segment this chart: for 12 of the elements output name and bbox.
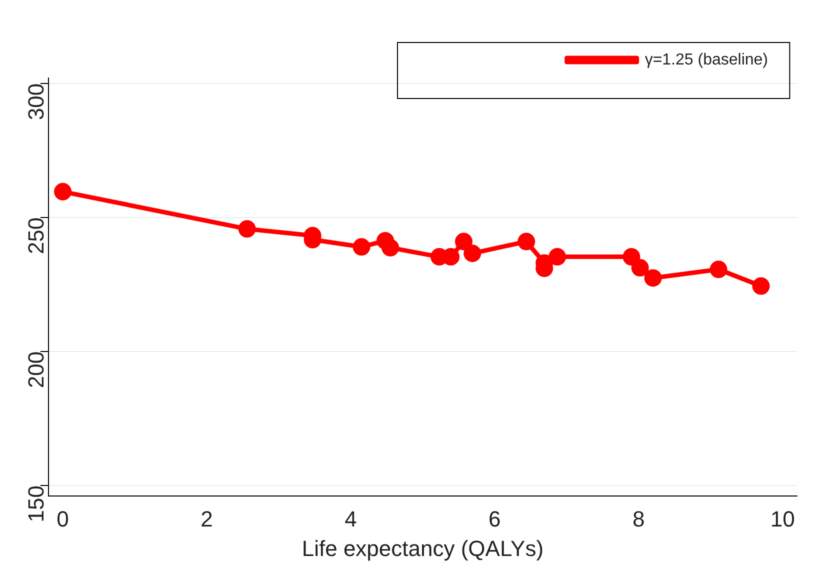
- x-tick-label: 8: [632, 506, 645, 532]
- x-tick-label: 6: [488, 506, 501, 532]
- x-tick-label: 10: [770, 506, 795, 532]
- legend-label: γ=1.25 (baseline): [644, 51, 768, 68]
- y-tick-label: 250: [23, 217, 48, 254]
- y-tick-label: 150: [23, 485, 48, 522]
- x-tick-label: 4: [344, 506, 357, 532]
- x-axis-title: Life expectancy (QALYs): [302, 536, 544, 561]
- y-tick-label: 300: [23, 83, 48, 120]
- x-tick-label: 2: [200, 506, 213, 532]
- y-tick-label: 200: [23, 351, 48, 388]
- x-tick-label: 0: [56, 506, 69, 532]
